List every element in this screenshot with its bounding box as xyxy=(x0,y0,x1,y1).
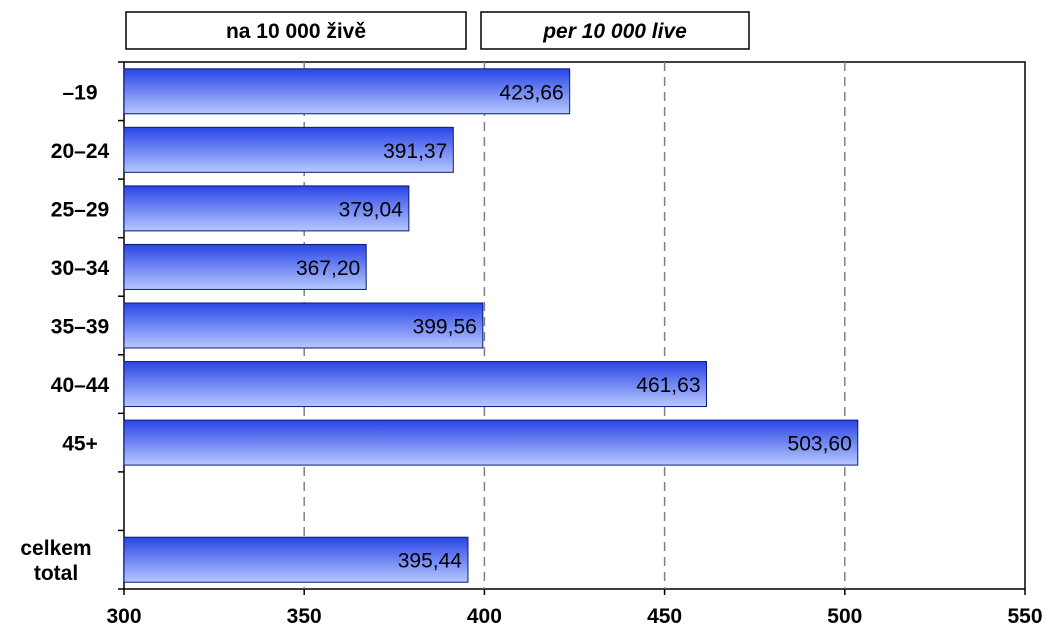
category-label-line: –19 xyxy=(62,81,97,104)
x-tick-label: 300 xyxy=(106,605,141,628)
x-tick-label: 550 xyxy=(1007,605,1042,628)
category-label: 35–39 xyxy=(51,316,109,339)
category-label-line: 20–24 xyxy=(51,140,110,163)
bar xyxy=(123,126,454,173)
bar xyxy=(123,361,708,408)
category-label-line: 25–29 xyxy=(51,198,109,221)
bar-value-label: 399,56 xyxy=(413,316,477,339)
category-label-line: 35–39 xyxy=(51,316,109,339)
header-label-cz: na 10 000 živě xyxy=(226,20,366,43)
bar-value-label: 367,20 xyxy=(296,257,360,280)
axes: 300 350 400 450 500 550 –19 20–24 25–29 30–34 35–3… xyxy=(20,61,1043,628)
bar xyxy=(123,302,484,349)
category-label: 30–34 xyxy=(51,257,110,280)
category-label: 40–44 xyxy=(51,374,110,397)
bar-value-label: 391,37 xyxy=(383,140,447,163)
category-label-line: 40–44 xyxy=(51,374,110,397)
category-label: 25–29 xyxy=(51,198,109,221)
category-label: –19 xyxy=(62,81,97,104)
bar xyxy=(123,243,367,290)
category-label: 20–24 xyxy=(51,140,110,163)
category-label-line: 45+ xyxy=(62,433,98,456)
header-box-cz xyxy=(125,11,467,50)
bar xyxy=(123,185,410,232)
category-label-line: celkem xyxy=(20,537,91,560)
category-label-line: 30–34 xyxy=(51,257,110,280)
bars: 423,66 391,37 379,04 367,20 399,56 461,63 503,… xyxy=(123,68,859,583)
bar-value-label: 379,04 xyxy=(339,198,404,221)
header-label-en: per 10 000 live xyxy=(542,20,687,43)
category-label-line: total xyxy=(34,562,78,585)
bar xyxy=(123,419,859,466)
bar-value-label: 503,60 xyxy=(788,433,852,456)
bar xyxy=(123,68,571,115)
x-tick-label: 350 xyxy=(287,605,322,628)
category-label: 45+ xyxy=(62,433,98,456)
header-box-en xyxy=(480,11,750,50)
category-label: celkem total xyxy=(20,537,91,585)
header-legend: na 10 000 živě per 10 000 live xyxy=(125,11,750,50)
x-tick-label: 500 xyxy=(827,605,862,628)
bar-value-label: 423,66 xyxy=(499,81,563,104)
bar xyxy=(123,536,469,583)
x-tick-label: 450 xyxy=(647,605,682,628)
bar-value-label: 395,44 xyxy=(398,550,463,573)
bar-value-label: 461,63 xyxy=(636,374,700,397)
x-tick-label: 400 xyxy=(467,605,502,628)
